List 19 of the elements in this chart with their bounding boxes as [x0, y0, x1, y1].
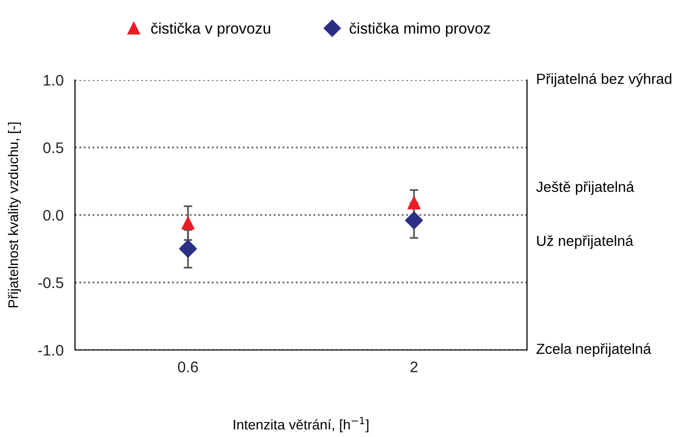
legend-label: čistička mimo provoz	[350, 22, 490, 37]
point	[405, 211, 423, 230]
text: Ještě přijatelná	[536, 181, 634, 195]
y-tick-label: 0.5	[43, 142, 64, 154]
y-tick-label: -1.0	[38, 344, 64, 356]
text: Už nepřijatelná	[537, 235, 634, 249]
y-axis-title: Přijatelnost kvality vzduchu, [-]	[8, 122, 21, 308]
point	[181, 216, 195, 230]
y-tick-label: -0.5	[38, 277, 64, 288]
x-tick-label: 0.6	[178, 362, 198, 372]
point	[407, 196, 421, 210]
y-tick-label: 1.0	[44, 74, 64, 86]
legend-label: čistička v provozu	[151, 22, 270, 37]
x-tick-label: 2	[410, 362, 418, 372]
point	[179, 240, 197, 258]
x-axis-title: Intenzita větrání, [h$^{−1}$]	[234, 417, 368, 432]
text: Zcela nepřijatelná	[536, 343, 652, 357]
text: Přijatelná bez výhrad	[537, 73, 672, 87]
y-tick-label: 0.0	[43, 210, 64, 221]
